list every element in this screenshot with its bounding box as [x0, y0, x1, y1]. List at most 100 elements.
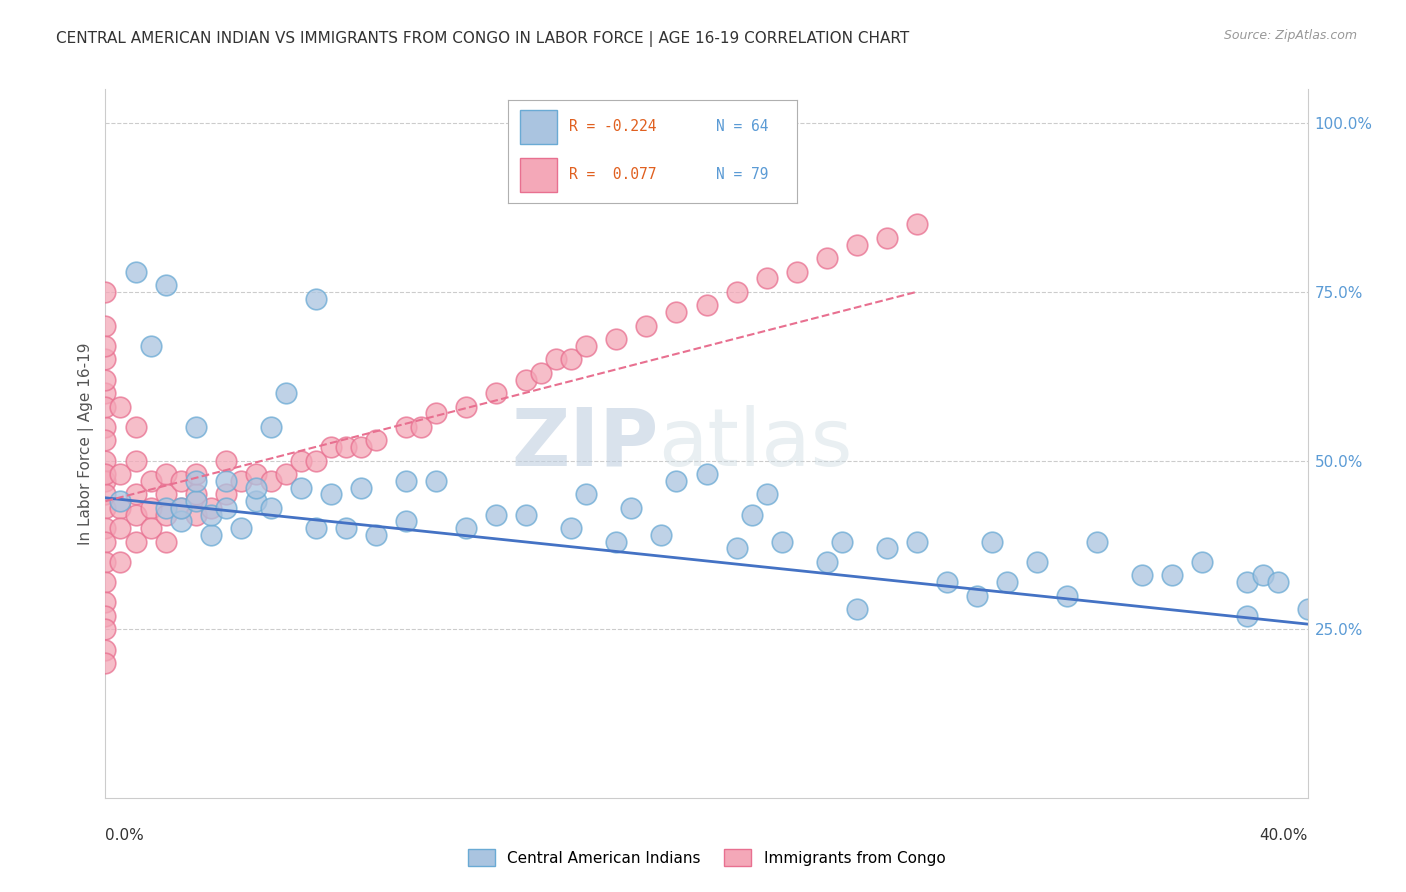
Point	[1130, 568, 1153, 582]
Point	[155, 500, 177, 515]
Point	[184, 508, 207, 522]
Text: 40.0%: 40.0%	[1260, 829, 1308, 843]
Point	[755, 487, 778, 501]
Point	[530, 366, 553, 380]
Point	[245, 481, 267, 495]
Point	[395, 474, 418, 488]
Point	[650, 528, 672, 542]
Point	[936, 575, 959, 590]
Point	[94, 285, 117, 299]
Point	[214, 500, 236, 515]
Point	[229, 474, 252, 488]
Point	[845, 602, 868, 616]
Point	[485, 508, 508, 522]
Point	[214, 474, 236, 488]
Point	[124, 508, 146, 522]
Legend: Central American Indians, Immigrants from Congo: Central American Indians, Immigrants fro…	[461, 843, 952, 872]
Point	[110, 555, 132, 569]
Point	[605, 332, 627, 346]
Point	[124, 420, 146, 434]
Point	[335, 521, 357, 535]
Point	[981, 534, 1004, 549]
Point	[124, 534, 146, 549]
Point	[124, 487, 146, 501]
Point	[305, 521, 328, 535]
Point	[560, 352, 582, 367]
Point	[155, 278, 177, 293]
Point	[1236, 609, 1258, 624]
Point	[94, 453, 117, 467]
Point	[94, 386, 117, 401]
Point	[364, 528, 387, 542]
Point	[94, 623, 117, 637]
Point	[636, 318, 658, 333]
Point	[1236, 575, 1258, 590]
Point	[560, 521, 582, 535]
Point	[184, 467, 207, 482]
Point	[94, 318, 117, 333]
Point	[620, 500, 643, 515]
Point	[395, 420, 418, 434]
Point	[245, 467, 267, 482]
Point	[94, 474, 117, 488]
Point	[1161, 568, 1184, 582]
Point	[1267, 575, 1289, 590]
Text: ZIP: ZIP	[512, 405, 658, 483]
Point	[905, 217, 928, 231]
Point	[515, 373, 537, 387]
Point	[94, 420, 117, 434]
Point	[305, 453, 328, 467]
Point	[845, 237, 868, 252]
Point	[110, 494, 132, 508]
Point	[200, 508, 222, 522]
Point	[94, 657, 117, 671]
Point	[605, 534, 627, 549]
Point	[139, 521, 162, 535]
Point	[305, 292, 328, 306]
Point	[169, 515, 191, 529]
Point	[169, 500, 191, 515]
Point	[1251, 568, 1274, 582]
Point	[966, 589, 988, 603]
Point	[665, 305, 688, 319]
Point	[335, 440, 357, 454]
Point	[515, 508, 537, 522]
Point	[409, 420, 432, 434]
Point	[169, 474, 191, 488]
Point	[94, 595, 117, 609]
Point	[110, 467, 132, 482]
Point	[94, 642, 117, 657]
Point	[214, 487, 236, 501]
Point	[454, 521, 477, 535]
Point	[425, 474, 447, 488]
Point	[94, 609, 117, 624]
Point	[110, 400, 132, 414]
Text: CENTRAL AMERICAN INDIAN VS IMMIGRANTS FROM CONGO IN LABOR FORCE | AGE 16-19 CORR: CENTRAL AMERICAN INDIAN VS IMMIGRANTS FR…	[56, 31, 910, 47]
Point	[575, 487, 598, 501]
Point	[395, 515, 418, 529]
Point	[124, 453, 146, 467]
Point	[1191, 555, 1213, 569]
Point	[94, 575, 117, 590]
Point	[696, 298, 718, 312]
Point	[155, 487, 177, 501]
Point	[260, 420, 283, 434]
Point	[184, 487, 207, 501]
Point	[200, 500, 222, 515]
Point	[200, 528, 222, 542]
Point	[214, 453, 236, 467]
Point	[755, 271, 778, 285]
Point	[350, 481, 373, 495]
Point	[260, 500, 283, 515]
Point	[139, 339, 162, 353]
Point	[155, 467, 177, 482]
Point	[1026, 555, 1049, 569]
Point	[786, 264, 808, 278]
Text: Source: ZipAtlas.com: Source: ZipAtlas.com	[1223, 29, 1357, 42]
Point	[725, 285, 748, 299]
Y-axis label: In Labor Force | Age 16-19: In Labor Force | Age 16-19	[79, 343, 94, 545]
Point	[815, 251, 838, 265]
Text: 0.0%: 0.0%	[105, 829, 145, 843]
Point	[94, 555, 117, 569]
Point	[94, 373, 117, 387]
